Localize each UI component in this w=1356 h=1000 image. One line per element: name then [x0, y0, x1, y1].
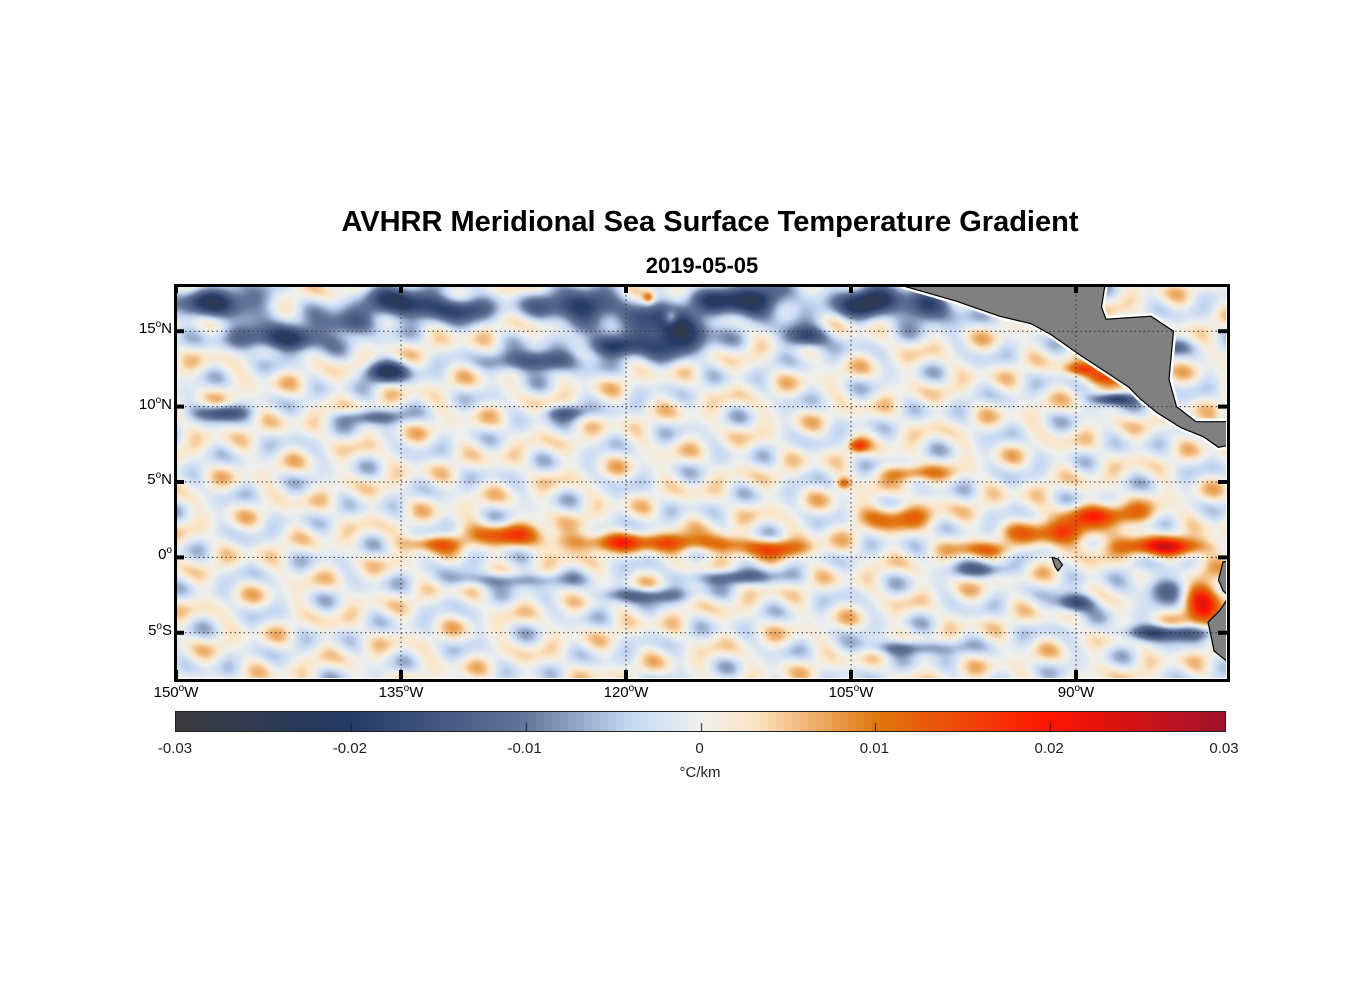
degree-symbol: o: [156, 620, 162, 632]
degree-symbol: o: [166, 545, 172, 557]
degree-symbol: o: [155, 319, 162, 331]
tick-hemisphere: W: [409, 684, 424, 701]
tick-hemisphere: W: [184, 684, 199, 701]
tick-number: 0: [158, 546, 167, 564]
tick-hemisphere: N: [161, 471, 172, 488]
degree-symbol: o: [155, 394, 162, 406]
y-tick-label: 15oN: [139, 319, 172, 337]
degree-symbol: o: [853, 683, 860, 694]
tick-number: 5: [147, 471, 156, 488]
x-tick-label: 105oW: [829, 683, 874, 701]
tick-hemisphere: W: [1080, 684, 1095, 701]
x-tick-label: 120oW: [604, 683, 649, 701]
tick-hemisphere: W: [859, 684, 874, 701]
map-layers: [176, 286, 1226, 678]
land-central-america: [902, 286, 1226, 448]
chart-title: AVHRR Meridional Sea Surface Temperature…: [341, 206, 1079, 238]
tick-number: 5: [148, 621, 157, 639]
colorbar-tick-label: 0.03: [1209, 740, 1239, 757]
colorbar-tick-label: 0.02: [1034, 740, 1064, 757]
degree-symbol: o: [155, 470, 162, 481]
land-south-america: [1207, 560, 1226, 662]
colorbar-tick-label: -0.02: [332, 740, 367, 757]
degree-symbol: o: [628, 683, 635, 694]
tick-number: 120: [603, 684, 629, 701]
colorbar: [175, 711, 1226, 732]
colorbar-unit-label: °C/km: [679, 764, 721, 781]
colorbar-tick-label: -0.01: [507, 740, 542, 757]
sst-gradient-heatmap: [176, 286, 1226, 678]
tick-number: 135: [378, 684, 404, 701]
x-tick-label: 150oW: [154, 683, 199, 701]
galapagos-island: [1051, 556, 1064, 573]
tick-number: 10: [138, 395, 156, 413]
y-tick-label: 10oN: [139, 395, 172, 413]
tick-hemisphere: N: [161, 320, 172, 338]
degree-symbol: o: [1074, 683, 1081, 694]
colorbar-tick-label: 0.01: [859, 740, 889, 757]
y-tick-label: 5oN: [147, 470, 172, 488]
x-tick-label: 135oW: [379, 683, 424, 701]
chart-subtitle: 2019-05-05: [645, 253, 759, 278]
colorbar-tick-label: -0.03: [157, 740, 193, 757]
degree-symbol: o: [403, 683, 410, 694]
tick-hemisphere: N: [161, 395, 172, 413]
colorbar-tick-label: 0: [695, 740, 704, 757]
tick-hemisphere: W: [634, 684, 649, 701]
tick-hemisphere: S: [161, 621, 172, 639]
tick-number: 150: [153, 684, 179, 701]
y-tick-label: 5oS: [148, 621, 172, 639]
degree-symbol: o: [178, 683, 185, 694]
tick-number: 15: [138, 320, 156, 338]
tick-number: 105: [828, 684, 854, 701]
y-tick-label: 0o: [158, 545, 172, 563]
x-tick-label: 90oW: [1058, 683, 1094, 701]
tick-number: 90: [1057, 684, 1075, 701]
map-frame: [174, 284, 1230, 682]
